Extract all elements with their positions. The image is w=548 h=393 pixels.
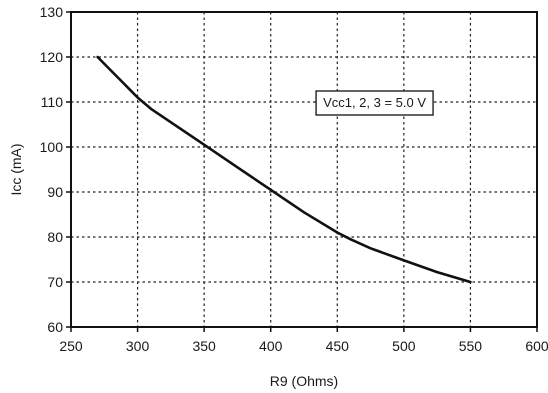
y-axis-title: Icc (mA) — [8, 143, 24, 195]
y-tick-label-60: 60 — [47, 319, 63, 335]
x-tick-label-550: 550 — [459, 338, 483, 354]
x-tick-label-250: 250 — [59, 338, 83, 354]
annotation-text: Vcc1, 2, 3 = 5.0 V — [323, 95, 426, 110]
y-tick-label-70: 70 — [47, 274, 63, 290]
x-tick-label-450: 450 — [326, 338, 350, 354]
series-layer — [96, 55, 472, 284]
x-tick-label-400: 400 — [259, 338, 283, 354]
x-axis-title: R9 (Ohms) — [270, 373, 338, 389]
y-tick-label-100: 100 — [40, 139, 64, 155]
tick-labels: 250 300 350 400 450 500 550 600 60 70 80 90 100 110 12… — [40, 4, 548, 354]
annotation-box — [315, 90, 434, 116]
y-tick-label-80: 80 — [47, 229, 63, 245]
y-tick-label-120: 120 — [40, 49, 64, 65]
plot-frame — [70, 11, 538, 328]
annotation-layer: Vcc1, 2, 3 = 5.0 V — [315, 90, 434, 116]
y-tick-label-130: 130 — [40, 4, 64, 20]
x-tick-label-350: 350 — [192, 338, 216, 354]
annotation-0: Vcc1, 2, 3 = 5.0 V — [315, 90, 434, 116]
x-tick-label-500: 500 — [392, 338, 416, 354]
y-tick-label-110: 110 — [41, 94, 64, 110]
series-line-0 — [96, 55, 472, 284]
grid-lines — [71, 12, 537, 327]
x-tick-label-600: 600 — [525, 338, 548, 354]
y-tick-label-90: 90 — [47, 184, 63, 200]
plot-area — [70, 11, 538, 328]
x-tick-label-300: 300 — [126, 338, 150, 354]
